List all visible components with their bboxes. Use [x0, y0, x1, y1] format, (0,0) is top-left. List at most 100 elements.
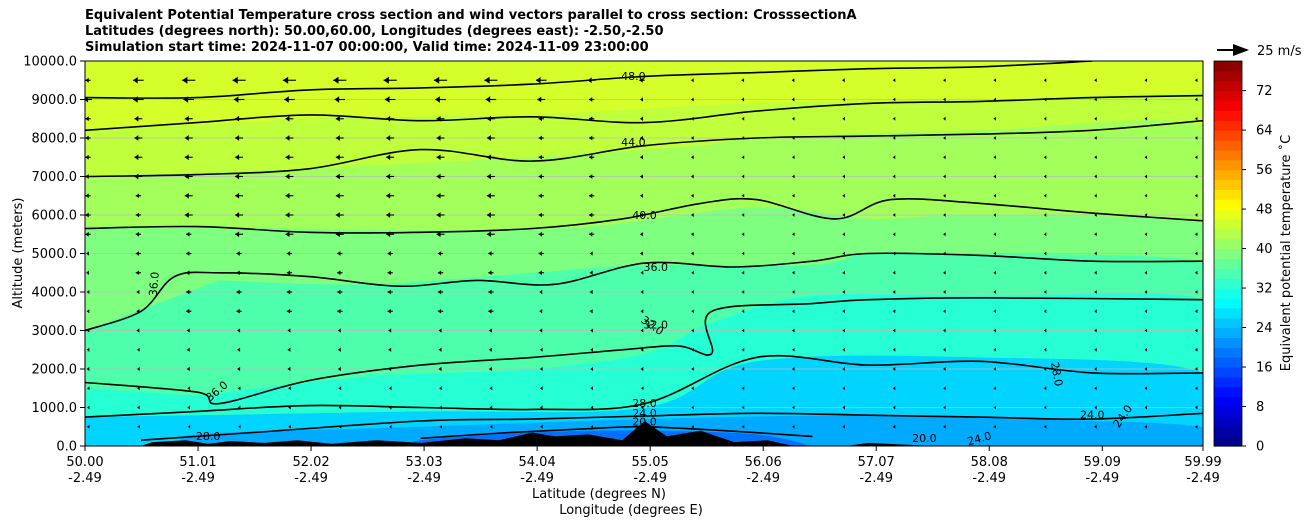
wind-vector-head [691, 193, 694, 198]
wind-vector-head [993, 232, 996, 237]
wind-vector-head [640, 405, 644, 410]
wind-vector-head [588, 154, 593, 160]
colorbar-band [1214, 307, 1242, 319]
wind-vector-head [741, 193, 745, 198]
wind-vector-head [1043, 97, 1047, 102]
wind-vector-head [1043, 328, 1047, 333]
wind-vector [387, 289, 393, 295]
wind-vector [588, 193, 595, 199]
wind-vector-head [792, 405, 795, 410]
wind-vector [892, 405, 896, 410]
wind-vector-head [134, 173, 139, 180]
wind-vector-head [87, 424, 90, 429]
contour-label-36: 36.0 [644, 261, 669, 274]
wind-vector [993, 193, 996, 198]
wind-vector [943, 116, 946, 121]
wind-vector [792, 155, 795, 160]
wind-vector [639, 135, 643, 141]
wind-vector [640, 347, 644, 352]
wind-vector-head [1043, 251, 1047, 256]
y-axis-ticks: 0.0 1000.0 2000.0 3000.0 4000.0 5000.0 6000.0 7… [23, 55, 85, 455]
wind-vector [741, 116, 745, 121]
wind-vector [589, 270, 593, 275]
wind-vector [388, 405, 392, 410]
wind-vector-head [538, 251, 542, 256]
theta-band-46 [85, 61, 1203, 134]
wind-vector-head [792, 386, 795, 391]
wind-vector-head [1094, 116, 1097, 121]
theta-band-40 [85, 120, 1203, 231]
wind-vector-head [741, 405, 745, 410]
wind-vector [388, 347, 392, 352]
wind-vector-head [993, 213, 996, 217]
colorbar-tick-label: 48 [1256, 203, 1273, 218]
wind-vector [486, 192, 495, 199]
x-tick-label-lon: -2.49 [1085, 471, 1119, 486]
wind-vector-head [842, 232, 845, 237]
wind-vector-head [1144, 97, 1148, 102]
colorbar-band [1214, 327, 1242, 339]
wind-vector [590, 405, 594, 410]
wind-vector [134, 173, 143, 180]
wind-vector [335, 154, 344, 161]
wind-vector [792, 174, 795, 179]
wind-vector [486, 115, 495, 122]
contour-label-28: 28.0 [632, 397, 657, 410]
wind-vector-head [134, 115, 139, 122]
theta-band-38 [85, 207, 1203, 332]
wind-vector [337, 270, 343, 276]
wind-vector [639, 97, 643, 102]
wind-vector [285, 231, 294, 238]
wind-vector [639, 232, 643, 237]
wind-vector [338, 424, 342, 429]
y-tick-label: 8000.0 [32, 132, 78, 147]
wind-vector [86, 309, 90, 314]
wind-vector [287, 347, 291, 352]
wind-vector [439, 405, 442, 410]
wind-vector [741, 193, 745, 198]
wind-vector [1094, 347, 1097, 352]
wind-vector-head [1144, 136, 1148, 140]
wind-vector-head [943, 213, 946, 217]
wind-vector-head [236, 308, 240, 314]
wind-vector [286, 308, 293, 314]
wind-vector [486, 231, 495, 238]
wind-vector [1094, 193, 1097, 198]
wind-vector [1043, 116, 1047, 121]
wind-vector-head [287, 366, 291, 372]
wind-vector [1144, 367, 1148, 371]
wind-vector-head [285, 135, 290, 141]
wind-vector [184, 212, 193, 218]
wind-vector-head [388, 328, 392, 333]
wind-vector-head [333, 76, 339, 84]
wind-vector [286, 289, 293, 295]
wind-vector-head [1094, 290, 1097, 294]
wind-vector [237, 347, 241, 352]
wind-vector [892, 424, 896, 429]
wind-vector [943, 174, 946, 179]
wind-vector-head [137, 347, 140, 352]
wind-vector [588, 135, 595, 141]
wind-vector-head [993, 290, 996, 294]
contour-labels: 48.044.040.036.032.028.024.020.036.036.0… [147, 70, 1136, 446]
wind-vector-head [842, 78, 845, 83]
wind-vector-head [539, 289, 543, 295]
wind-vector-head [486, 115, 491, 122]
wind-vector [590, 367, 593, 371]
colorbar-frame [1213, 60, 1243, 447]
wind-vector [184, 135, 193, 141]
wind-vector [892, 155, 896, 160]
title-line-3: Simulation start time: 2024-11-07 00:00:… [85, 40, 649, 55]
wind-vector [85, 154, 91, 160]
wind-vector-head [1194, 136, 1198, 140]
wind-vector [485, 96, 497, 103]
colorbar-band [1214, 386, 1242, 398]
wind-vector [235, 212, 244, 218]
wind-vector [1043, 155, 1047, 160]
wind-vector-head [337, 366, 341, 372]
wind-vector [892, 97, 896, 102]
contour-line-24-7 [140, 412, 1203, 441]
wind-vector [791, 97, 795, 102]
wind-vector [741, 290, 745, 294]
